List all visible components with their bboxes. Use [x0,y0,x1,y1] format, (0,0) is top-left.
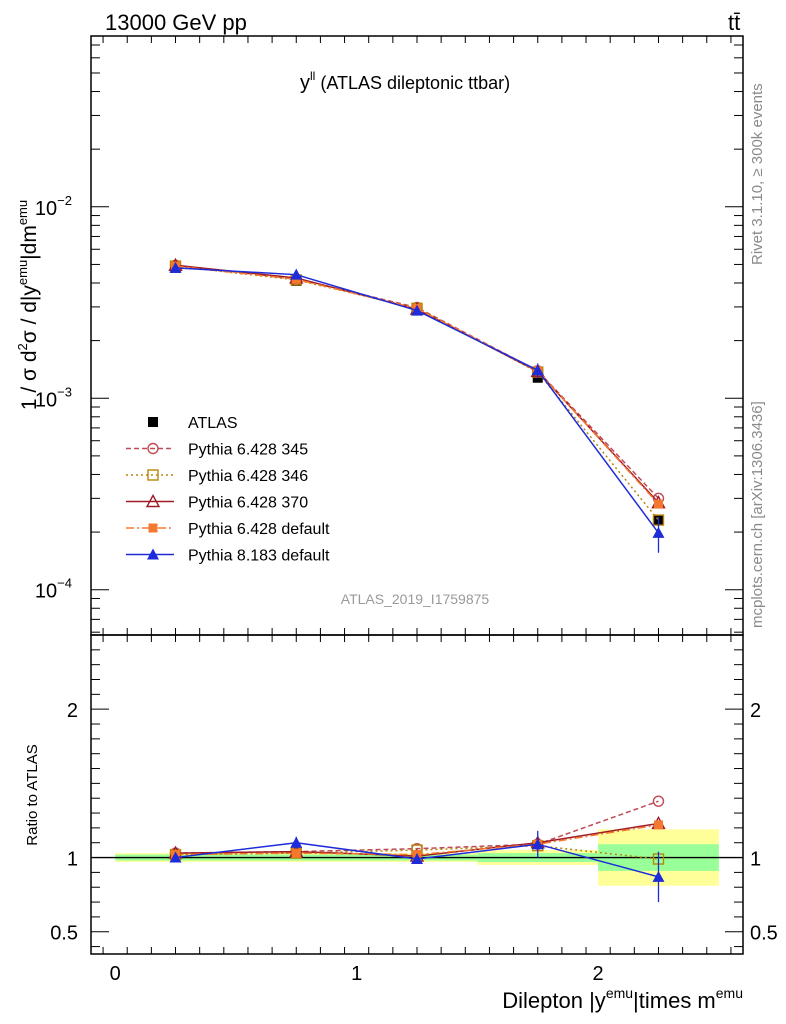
ratio-y-axis-label: Ratio to ATLAS [24,744,41,845]
series-point-ratio [652,870,665,882]
plot-title: yll (ATLAS dileptonic ttbar) [300,69,510,94]
ratio-y-tick-label-right: 2 [750,700,761,722]
x-tick-label: 1 [351,963,362,985]
series-point-ratio [653,820,663,830]
process-label: tt̄ [728,10,740,35]
main-panel-frame [90,35,744,636]
main-y-tick-label: 10−4 [35,576,72,603]
main-y-tick-label: 10−3 [35,384,72,411]
series-pythia-8-183-default [169,261,665,903]
legend-marker [145,494,161,508]
series-point-main [653,499,663,509]
series-point-ratio [290,836,303,848]
rivet-version-note: Rivet 3.1.10, ≥ 300k events [749,83,766,265]
ratio-y-tick-label-right: 1 [750,849,761,871]
legend-label-atlas: ATLAS [188,415,238,432]
series-point-ratio [169,851,182,863]
legend-label: Pythia 6.428 345 [188,442,308,459]
legend-label: Pythia 6.428 370 [188,495,308,512]
series-point-main [652,526,665,538]
ratio-y-tick-label: 2 [67,700,78,722]
main-y-tick-label: 10−2 [35,193,72,220]
series-point-ratio [411,853,423,865]
ratio-y-tick-label-right: 0.5 [750,923,778,945]
legend-marker [147,548,159,560]
ratio-panel-frame [90,634,744,955]
legend: ATLAS Pythia 6.428 345 Pythia 6.428 346 Pyt… [126,415,330,565]
analysis-id: ATLAS_2019_I1759875 [341,591,490,607]
ratio-y-tick-label: 1 [67,849,78,871]
series-point-ratio [291,848,301,858]
x-tick-label: 0 [110,963,121,985]
axis-ticks: 0 1 2 10−2 10−3 10−4 2 2 1 1 0.5 0.5 [35,36,778,985]
main-y-axis-label: 1 / σ d2σ / d|yemu|dmemu [15,200,41,410]
legend-label: Pythia 6.428 default [188,521,330,538]
series-point-ratio [652,795,665,807]
ratio-y-tick-label: 0.5 [50,923,78,945]
x-tick-label: 2 [593,963,604,985]
series-point-main [290,268,303,280]
series-point-main [411,304,423,316]
series-line-main [175,264,660,499]
legend-marker [147,469,159,481]
x-axis-label: Dilepton |yemu|times memu [502,985,743,1013]
legend-label: Pythia 8.183 default [188,548,330,565]
mcplots-source-note: mcplots.cern.ch [arXiv:1306.3436] [749,401,766,628]
series-layer [168,257,666,903]
legend-marker [147,442,159,455]
energy-label: 13000 GeV pp [105,10,247,35]
legend-label: Pythia 6.428 346 [188,468,308,485]
series-point-ratio [531,838,544,850]
series-point-main [169,261,182,273]
legend-marker [148,523,158,533]
legend-marker-atlas [148,417,158,427]
series-point-main [531,364,544,376]
